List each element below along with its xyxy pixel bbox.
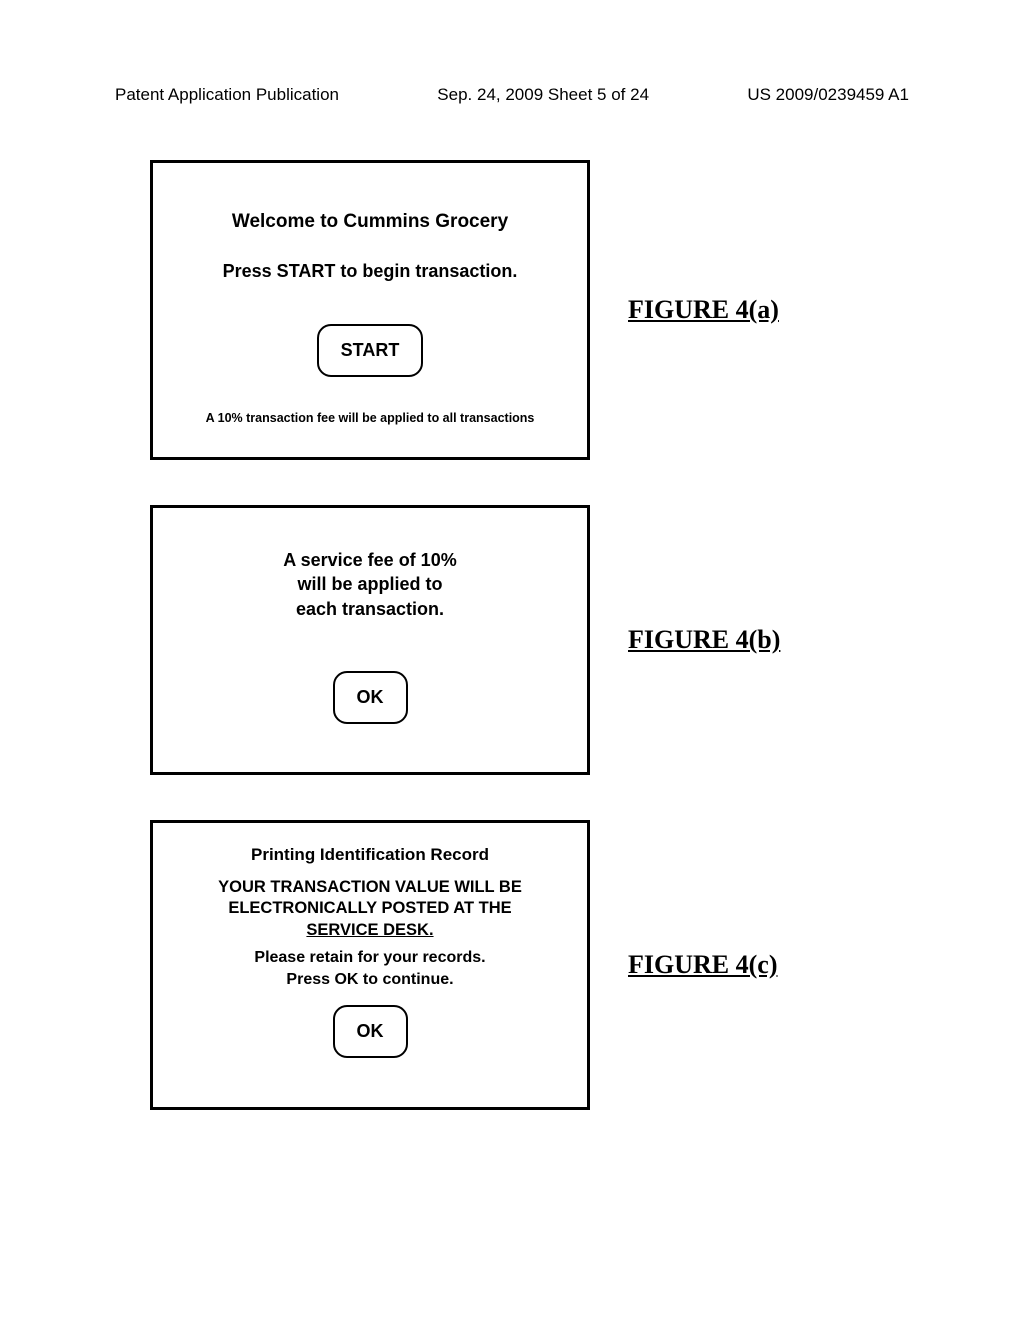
service-fee-line3: each transaction. <box>296 599 444 619</box>
figure-4c-label: FIGURE 4(c) <box>628 950 777 980</box>
retain-line: Please retain for your records. <box>254 949 485 966</box>
posted-line1: YOUR TRANSACTION VALUE WILL BE <box>218 878 522 896</box>
header-publication: Patent Application Publication <box>115 85 339 105</box>
figure-4a-screen: Welcome to Cummins Grocery Press START t… <box>150 160 590 460</box>
ok-button-c[interactable]: OK <box>333 1005 408 1058</box>
printing-heading: Printing Identification Record <box>251 845 489 865</box>
figure-4a-label: FIGURE 4(a) <box>628 295 779 325</box>
transaction-posted-message: YOUR TRANSACTION VALUE WILL BE ELECTRONI… <box>218 877 522 941</box>
service-fee-line1: A service fee of 10% <box>283 550 456 570</box>
page-header: Patent Application Publication Sep. 24, … <box>115 85 909 105</box>
figure-4c-row: Printing Identification Record YOUR TRAN… <box>150 820 890 1110</box>
figure-4b-screen: A service fee of 10% will be applied to … <box>150 505 590 775</box>
header-patent-number: US 2009/0239459 A1 <box>747 85 909 105</box>
figure-4b-label: FIGURE 4(b) <box>628 625 780 655</box>
transaction-fee-note: A 10% transaction fee will be applied to… <box>206 411 535 425</box>
figures-container: Welcome to Cummins Grocery Press START t… <box>150 160 890 1155</box>
service-fee-line2: will be applied to <box>297 574 442 594</box>
header-date-sheet: Sep. 24, 2009 Sheet 5 of 24 <box>437 85 649 105</box>
start-button[interactable]: START <box>317 324 424 377</box>
figure-4a-row: Welcome to Cummins Grocery Press START t… <box>150 160 890 460</box>
continue-line: Press OK to continue. <box>286 971 453 988</box>
start-instruction: Press START to begin transaction. <box>223 261 518 282</box>
figure-4b-row: A service fee of 10% will be applied to … <box>150 505 890 775</box>
ok-button-b[interactable]: OK <box>333 671 408 724</box>
figure-4c-screen: Printing Identification Record YOUR TRAN… <box>150 820 590 1110</box>
posted-line2: ELECTRONICALLY POSTED AT THE <box>228 899 511 917</box>
welcome-title: Welcome to Cummins Grocery <box>232 211 508 233</box>
retain-continue-message: Please retain for your records. Press OK… <box>254 947 485 990</box>
service-desk-text: SERVICE DESK. <box>306 921 433 939</box>
service-fee-message: A service fee of 10% will be applied to … <box>283 548 456 621</box>
